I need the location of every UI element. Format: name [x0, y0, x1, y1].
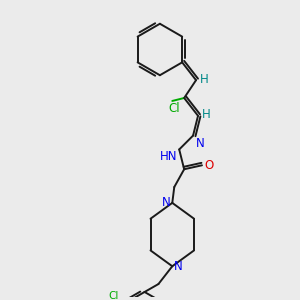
- Text: N: N: [196, 136, 205, 150]
- Text: N: N: [174, 260, 183, 273]
- Text: H: H: [200, 73, 209, 86]
- Text: N: N: [162, 196, 170, 209]
- Text: HN: HN: [160, 150, 177, 164]
- Text: Cl: Cl: [169, 102, 180, 115]
- Text: O: O: [204, 159, 213, 172]
- Text: H: H: [202, 108, 211, 121]
- Text: Cl: Cl: [109, 291, 119, 300]
